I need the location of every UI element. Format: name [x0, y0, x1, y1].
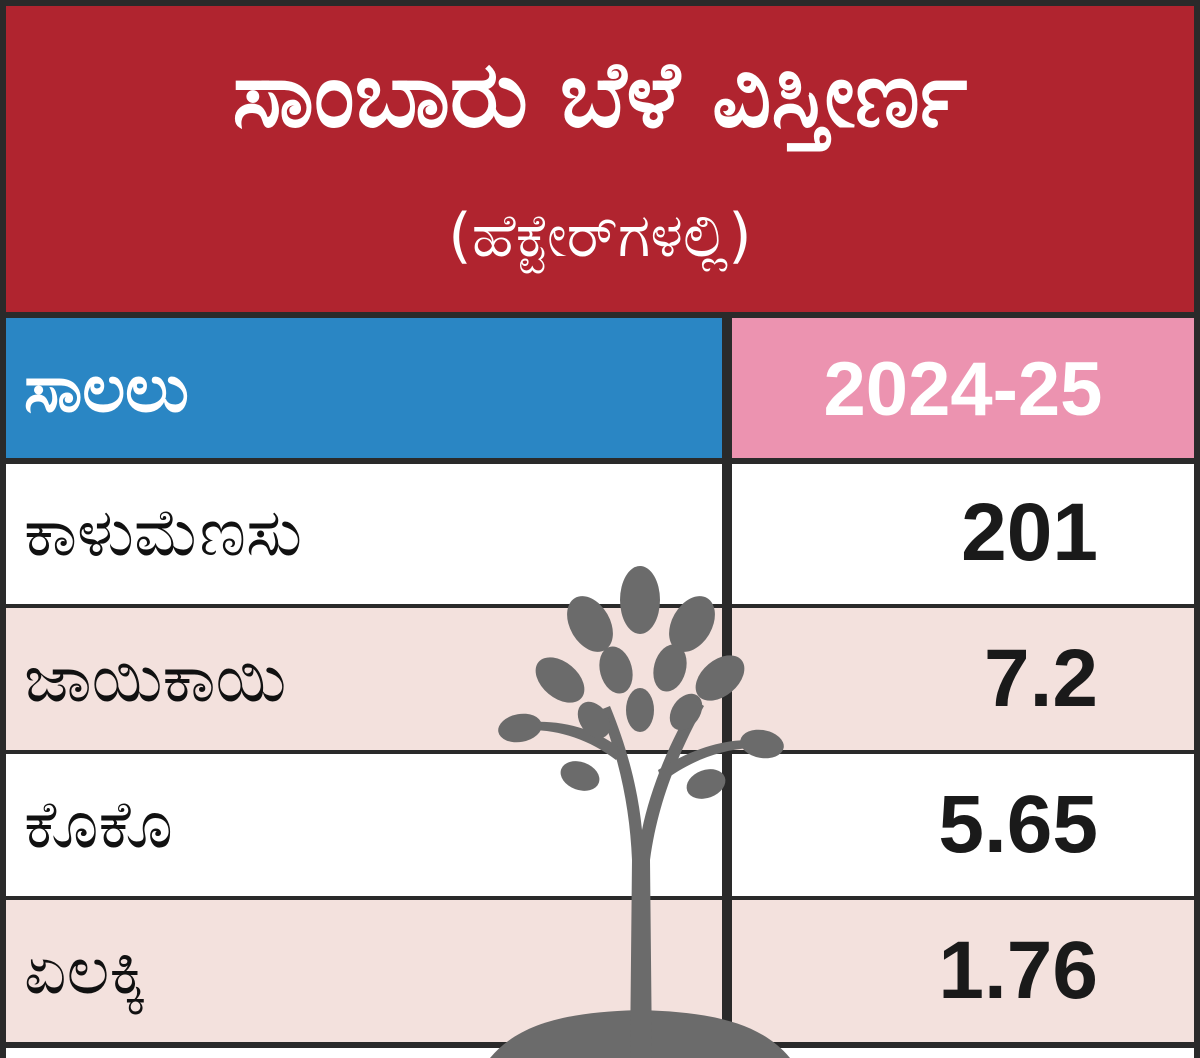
table-row: ಕೊಕೊ 5.65: [6, 754, 1194, 896]
border-right: [1194, 0, 1200, 1058]
row-value: 1.76: [938, 925, 1098, 1016]
row-label: ಕಾಳುಮೆಣಸು: [24, 493, 303, 571]
tree-illustration: [490, 566, 790, 1058]
column-header-2024-25: 2024-25: [732, 318, 1194, 460]
table-title: ಸಾಂಬಾರು ಬೆಳೆ ವಿಸ್ತೀರ್ಣ: [232, 41, 968, 148]
header-banner: ಸಾಂಬಾರು ಬೆಳೆ ವಿಸ್ತೀರ್ಣ (ಹೆಕ್ಟೇರ್‌ಗಳಲ್ಲಿ): [6, 6, 1194, 312]
row-label: ಕೊಕೊ: [24, 785, 173, 863]
row-value: 5.65: [938, 779, 1098, 870]
border-colhead-mid: [722, 318, 732, 460]
border-top: [0, 0, 1200, 6]
row-value: 7.2: [984, 633, 1098, 724]
table-row: ಕಾಳುಮೆಣಸು 201: [6, 462, 1194, 604]
border-colhead-bottom: [0, 458, 1200, 464]
border-header-bottom: [0, 312, 1200, 318]
border-left: [0, 0, 6, 1058]
column-divider: [722, 462, 732, 1058]
table-subtitle: (ಹೆಕ್ಟೇರ್‌ಗಳಲ್ಲಿ): [448, 201, 752, 271]
row-value: 201: [961, 487, 1098, 578]
column-header-year-label: ಸಾಲಲು: [6, 318, 722, 460]
row-divider: [0, 750, 1200, 756]
row-divider: [0, 896, 1200, 902]
row-label: ಜಾಯಿಕಾಯಿ: [24, 639, 287, 717]
row-label: ಏಲಕ್ಕಿ: [24, 931, 147, 1009]
